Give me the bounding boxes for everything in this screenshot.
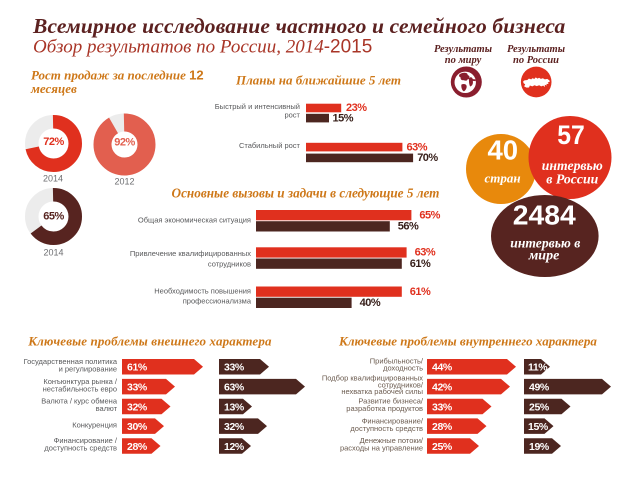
svg-text:по миру: по миру [445,55,482,66]
svg-text:32%: 32% [127,401,148,413]
svg-text:12%: 12% [224,441,245,453]
svg-text:2014: 2014 [43,248,63,258]
svg-text:Ключевые проблемы внешнего хар: Ключевые проблемы внешнего характера [27,334,272,349]
svg-text:Всемирное исследование частног: Всемирное исследование частного и семейн… [32,14,566,38]
svg-text:расходы на управление: расходы на управление [340,444,423,453]
svg-text:65%: 65% [43,210,64,222]
svg-text:28%: 28% [127,441,148,453]
svg-text:интервью: интервью [542,159,603,174]
svg-text:Ключевые проблемы внутреннего: Ключевые проблемы внутреннего характера [338,334,597,349]
svg-text:Рост продаж за последние 12: Рост продаж за последние 12 [31,68,204,83]
svg-text:25%: 25% [432,441,453,453]
svg-text:и регулирование: и регулирование [59,365,117,374]
svg-text:месяцев: месяцев [30,81,77,96]
svg-text:57: 57 [557,120,585,150]
svg-text:Результаты: Результаты [434,44,492,55]
svg-text:Стабильный рост: Стабильный рост [239,141,301,150]
svg-text:92%: 92% [114,136,135,148]
svg-text:валют: валют [96,404,118,413]
svg-text:Конкуренция: Конкуренция [72,420,117,429]
svg-text:63%: 63% [224,382,245,394]
svg-text:интервью в: интервью в [510,237,581,252]
svg-text:нестабильность евро: нестабильность евро [43,384,117,393]
svg-text:42%: 42% [432,382,453,394]
svg-text:28%: 28% [432,421,453,433]
svg-text:Финансирование/: Финансирование/ [362,416,424,425]
svg-text:рост: рост [284,111,300,120]
svg-text:сотрудников: сотрудников [208,260,251,269]
svg-text:32%: 32% [224,421,245,433]
svg-text:2014: 2014 [43,174,63,184]
svg-text:65%: 65% [419,209,440,221]
svg-text:19%: 19% [529,441,550,453]
svg-text:44%: 44% [432,362,453,374]
svg-text:33%: 33% [224,362,245,374]
svg-text:нехватка рабочей силы: нехватка рабочей силы [341,387,423,396]
svg-text:61%: 61% [127,362,148,374]
svg-text:Планы на ближайшие 5 лет: Планы на ближайшие 5 лет [235,73,401,88]
svg-text:Валюта / курс обмена: Валюта / курс обмена [41,397,118,406]
svg-text:25%: 25% [529,401,550,413]
svg-text:разработка продуктов: разработка продуктов [346,404,423,413]
svg-text:13%: 13% [224,401,245,413]
svg-text:61%: 61% [410,286,431,298]
svg-text:40: 40 [488,135,519,166]
svg-text:Денежные потоки/: Денежные потоки/ [360,436,424,445]
svg-text:по России: по России [513,55,559,66]
svg-text:сотрудников/: сотрудников/ [378,381,424,390]
svg-text:33%: 33% [432,401,453,413]
svg-text:мире: мире [528,249,560,264]
svg-text:63%: 63% [415,247,436,259]
svg-text:Развитие бизнеса/: Развитие бизнеса/ [358,397,423,406]
svg-text:63%: 63% [407,141,428,153]
svg-text:Общая экономическая ситуация: Общая экономическая ситуация [138,216,251,225]
svg-text:2484: 2484 [513,199,577,230]
svg-text:стран: стран [485,171,521,186]
svg-text:15%: 15% [528,421,549,433]
svg-text:23%: 23% [346,102,367,114]
svg-text:33%: 33% [127,382,148,394]
svg-text:Основные вызовы и задачи в сле: Основные вызовы и задачи в следующие 5 л… [172,186,440,201]
svg-text:40%: 40% [360,297,381,309]
svg-text:49%: 49% [529,382,550,394]
svg-text:Прибыльность/: Прибыльность/ [370,356,424,365]
svg-text:Результаты: Результаты [507,44,565,55]
svg-text:72%: 72% [43,136,64,148]
svg-text:15%: 15% [333,112,354,124]
svg-text:в России: в России [546,173,598,188]
svg-text:доступность средств: доступность средств [350,424,423,433]
svg-text:30%: 30% [127,421,148,433]
svg-text:доступность средств: доступность средств [44,444,117,453]
svg-text:Привлечение квалифицированных: Привлечение квалифицированных [130,249,251,258]
svg-text:Финансирование /: Финансирование / [54,436,118,445]
svg-text:профессионализма: профессионализма [183,297,252,306]
svg-text:56%: 56% [398,221,419,233]
svg-text:70%: 70% [417,152,438,164]
svg-text:Подбор квалифицированных: Подбор квалифицированных [322,374,423,383]
svg-text:Конъюнктура рынка /: Конъюнктура рынка / [43,377,118,386]
svg-text:61%: 61% [410,258,431,270]
svg-text:Быстрый и интенсивный: Быстрый и интенсивный [215,102,300,111]
svg-text:Обзор результатов по России, 2: Обзор результатов по России, 2014-2015 [33,37,372,58]
svg-text:доходность: доходность [383,364,423,373]
svg-text:Государственная политика: Государственная политика [24,357,118,366]
svg-text:Необходимость повышения: Необходимость повышения [154,287,251,296]
svg-text:11%: 11% [528,362,548,374]
svg-text:2012: 2012 [114,177,134,187]
